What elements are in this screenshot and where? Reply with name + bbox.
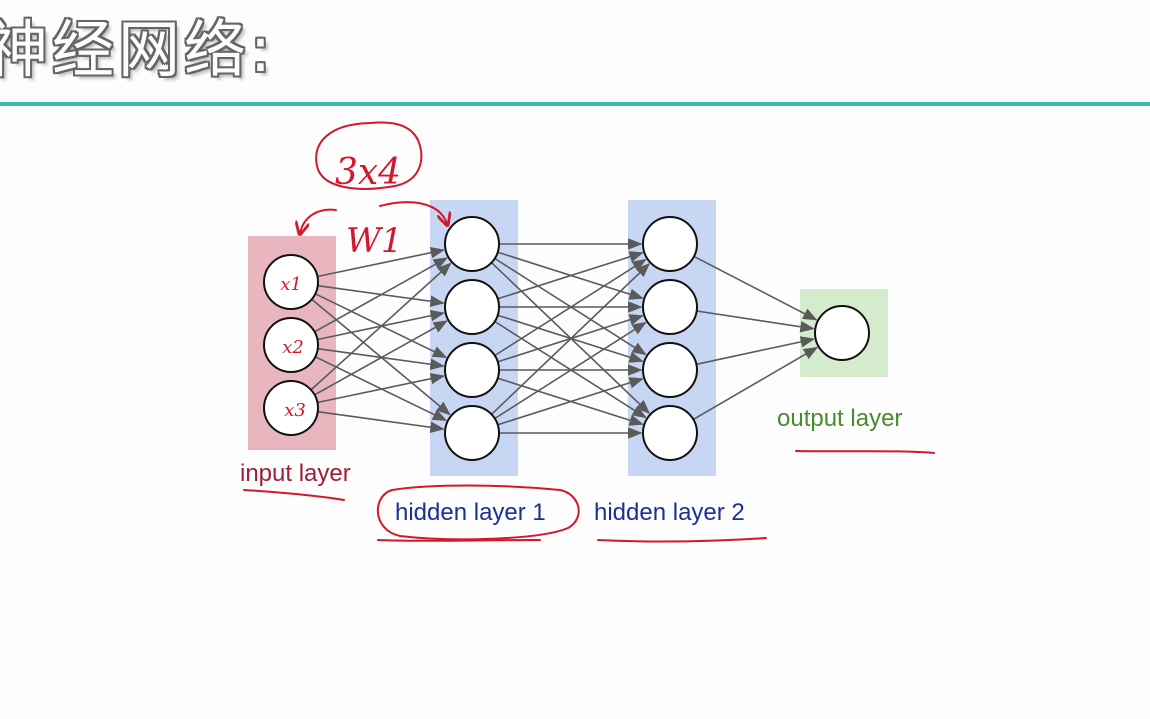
- edge-input-1-to-h1-1: [317, 247, 446, 278]
- edge-h2-1-to-out-1: [693, 255, 818, 321]
- input-label-x3: x3: [284, 400, 306, 421]
- output-neuron: [814, 305, 870, 361]
- edge-h1-2-to-h2-1: [497, 251, 644, 300]
- input-label-x2: x2: [282, 337, 304, 358]
- edge-h1-4-to-h2-1: [490, 263, 651, 415]
- edge-h1-4-to-h2-3: [497, 377, 644, 426]
- matrix-shape-circle: [315, 121, 423, 190]
- edge-input-2-to-h1-1: [314, 257, 448, 333]
- input-neuron-x1: [263, 254, 319, 310]
- hidden-layer-2-underline: [597, 537, 767, 543]
- hidden2-neuron-1: [642, 216, 698, 272]
- neurons: [263, 216, 870, 461]
- matrix-shape-annotation: 3x4: [335, 152, 401, 193]
- hidden1-neuron-2: [444, 279, 500, 335]
- title-rule: [0, 102, 1150, 106]
- hidden-layer-1-label: hidden layer 1: [395, 499, 546, 526]
- connections: [310, 238, 819, 439]
- hidden2-neuron-3: [642, 342, 698, 398]
- hidden1-neuron-1: [444, 216, 500, 272]
- edge-input-3-to-h1-2: [314, 320, 448, 396]
- edge-h2-4-to-out-1: [692, 346, 819, 421]
- output-layer-label: output layer: [777, 405, 902, 432]
- hidden-layer-2-label: hidden layer 2: [594, 499, 745, 526]
- hidden1-neuron-4: [444, 405, 500, 461]
- input-label-x1: x1: [280, 274, 302, 295]
- slide-title: 神经网络:: [0, 13, 275, 86]
- hidden2-neuron-2: [642, 279, 698, 335]
- input-neuron-x2: [263, 317, 319, 373]
- edge-h2-2-to-out-1: [696, 310, 815, 333]
- weight-arrow-left: [300, 208, 337, 233]
- hidden1-neuron-3: [444, 342, 500, 398]
- edge-h1-3-to-h2-1: [494, 258, 647, 357]
- input-layer-label: input layer: [240, 460, 351, 487]
- edge-input-3-to-h1-3: [317, 373, 446, 404]
- output-layer-underline: [795, 450, 935, 454]
- weight-annotation: W1: [346, 221, 403, 261]
- edge-h2-3-to-out-1: [696, 336, 816, 366]
- weight-arrow-right: [379, 201, 447, 224]
- input-layer-underline: [243, 489, 345, 501]
- edge-input-3-to-h1-4: [317, 410, 445, 433]
- edge-input-3-to-h1-1: [310, 262, 452, 391]
- ink-annotations: [243, 121, 935, 543]
- input-neuron-x3: [263, 380, 319, 436]
- hidden-layer-1-underline: [377, 539, 541, 542]
- hidden2-neuron-4: [642, 405, 698, 461]
- edge-h1-4-to-h2-2: [494, 321, 647, 420]
- hidden-layer-1-ring: [377, 484, 580, 541]
